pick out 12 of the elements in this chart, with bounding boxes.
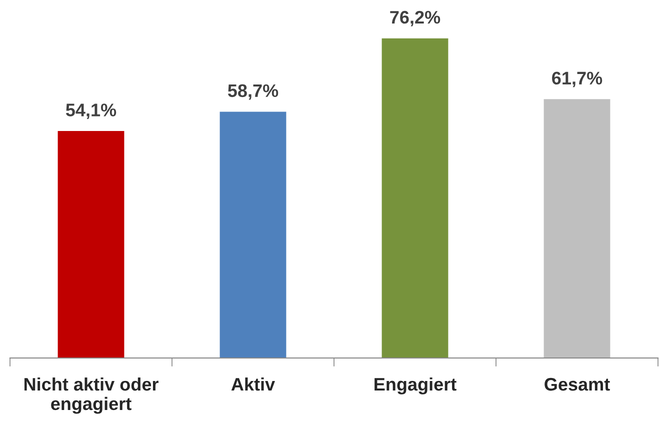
bar bbox=[220, 112, 286, 358]
x-tick-label: Engagiert bbox=[374, 377, 456, 394]
data-label: 54,1% bbox=[66, 104, 116, 119]
data-label: 58,7% bbox=[228, 84, 278, 100]
bar bbox=[544, 99, 610, 358]
bar bbox=[58, 131, 124, 358]
data-label: 76,2% bbox=[390, 10, 440, 26]
x-tick-label: Gesamt bbox=[544, 378, 610, 391]
x-tick-label: Nicht aktiv oder engagiert bbox=[24, 377, 158, 414]
data-label: 61,7% bbox=[552, 72, 602, 88]
x-tick-label: Aktiv bbox=[231, 377, 275, 391]
bar bbox=[382, 38, 448, 358]
